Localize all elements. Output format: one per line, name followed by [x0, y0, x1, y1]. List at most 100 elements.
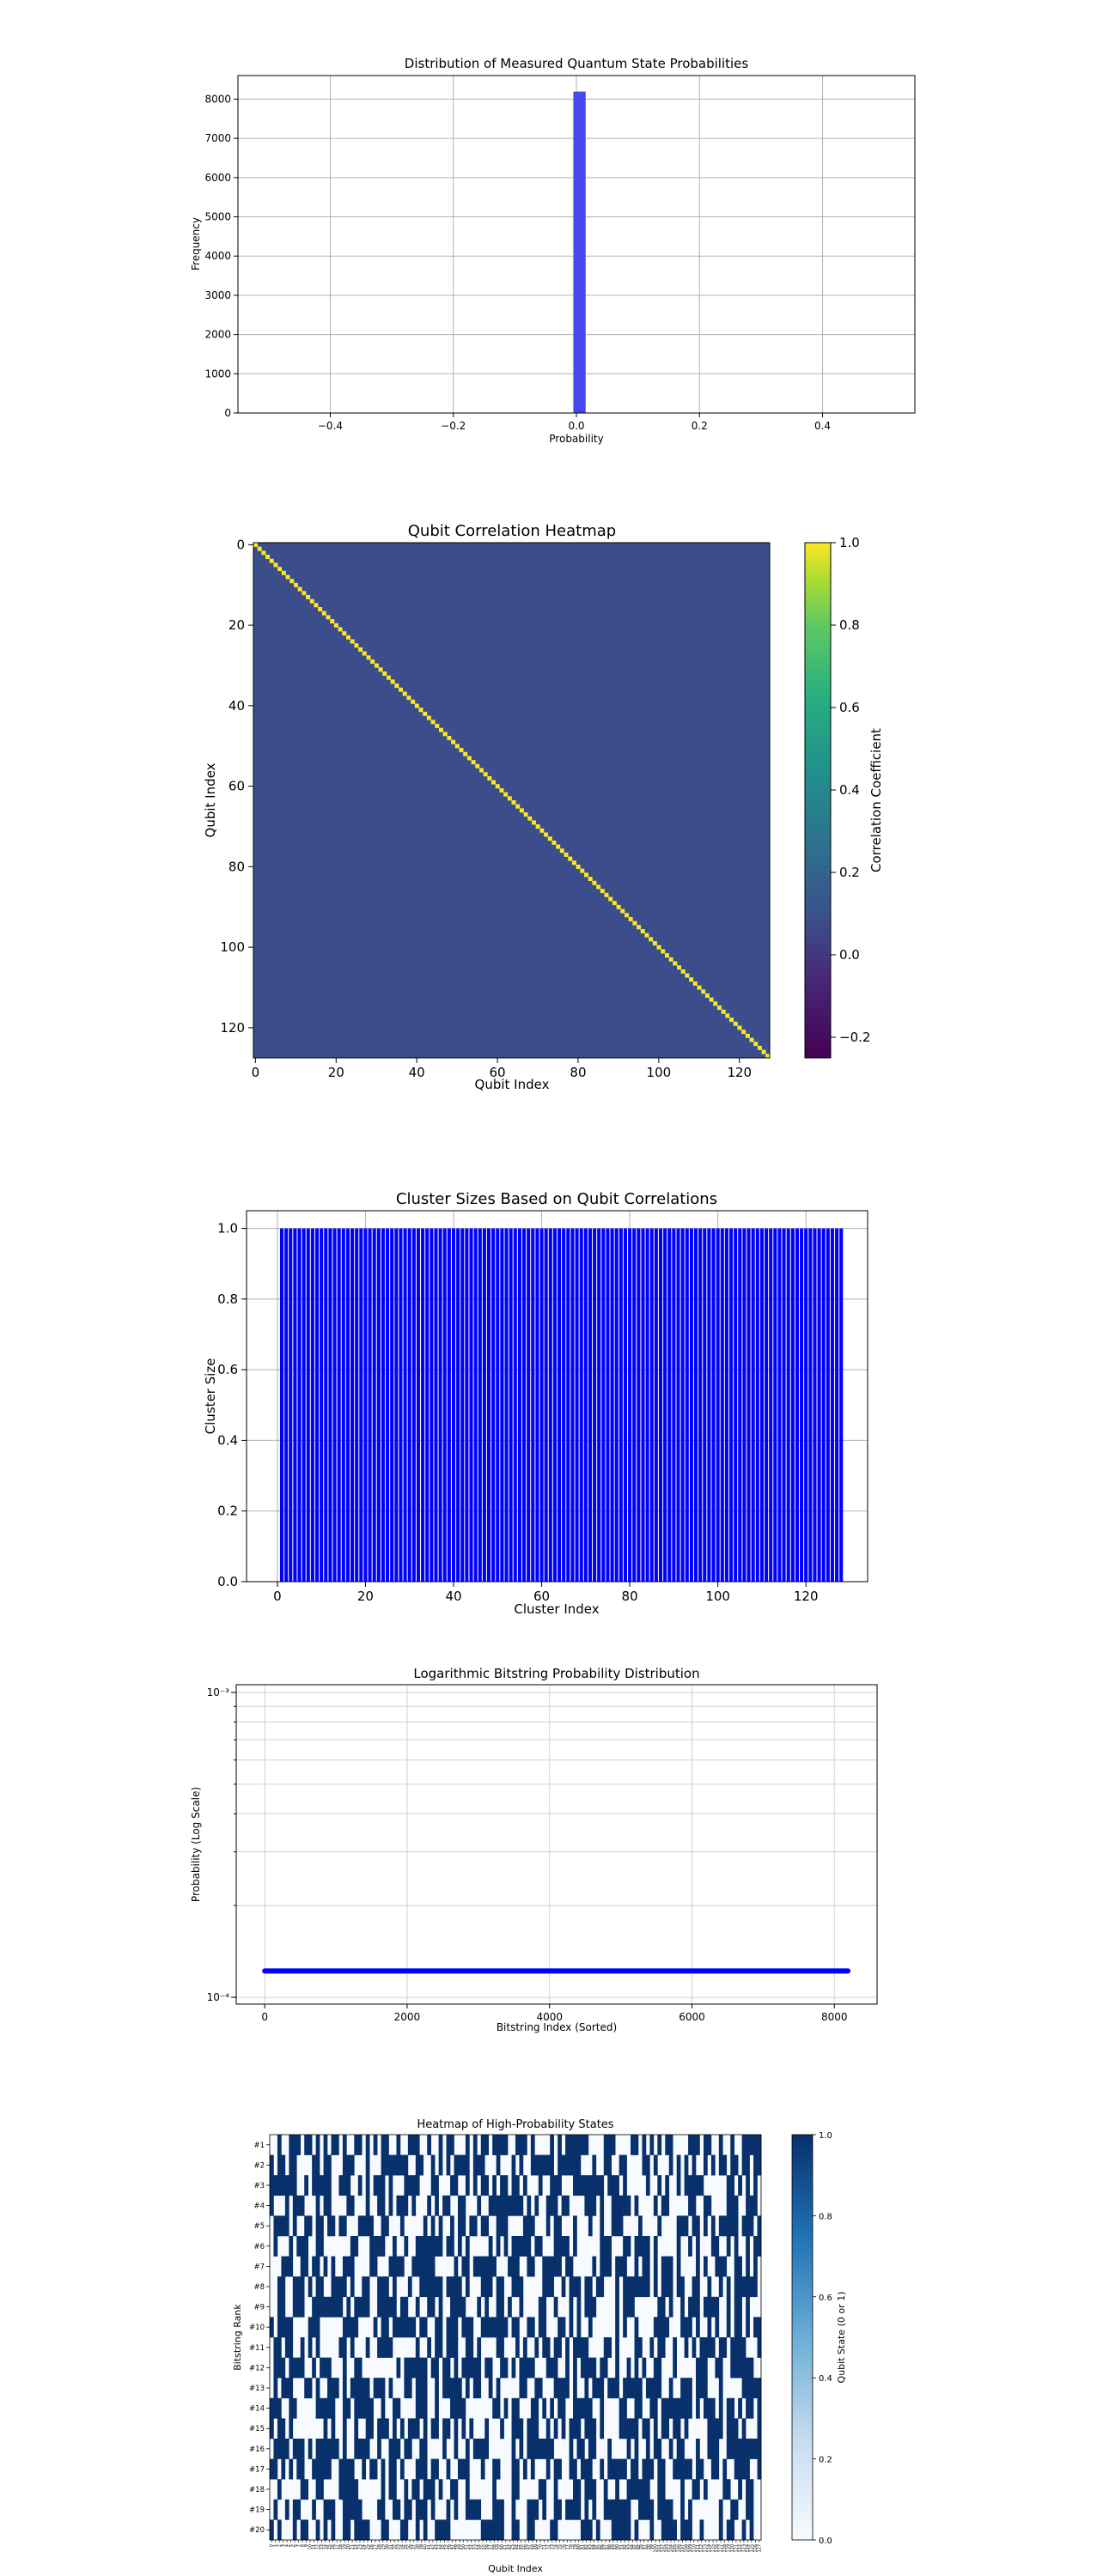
- state-cell: [619, 2397, 624, 2419]
- state-cell: [527, 2215, 532, 2237]
- chart5-x-tick-label: 105: [673, 2544, 678, 2553]
- state-cell: [500, 2519, 504, 2541]
- state-cell: [638, 2397, 643, 2419]
- state-cell: [538, 2479, 543, 2500]
- state-cell: [511, 2317, 516, 2338]
- cluster-bar: [390, 1228, 394, 1582]
- state-cell: [354, 2519, 359, 2541]
- state-cell: [631, 2479, 635, 2500]
- cluster-bar: [535, 1228, 539, 1582]
- state-cell: [377, 2236, 381, 2257]
- state-cell: [503, 2135, 509, 2155]
- chart5-x-tick-label: 85: [596, 2544, 601, 2549]
- state-cell: [427, 2296, 431, 2318]
- state-cell: [734, 2357, 739, 2379]
- state-cell: [696, 2175, 700, 2196]
- state-cell: [469, 2215, 474, 2237]
- state-cell: [419, 2439, 424, 2459]
- state-cell: [315, 2175, 320, 2196]
- state-cell: [530, 2317, 535, 2338]
- state-cell: [726, 2276, 731, 2298]
- state-cell: [592, 2256, 597, 2277]
- diagonal-cell: [442, 732, 448, 737]
- state-cell: [281, 2418, 286, 2439]
- state-cell: [480, 2439, 485, 2459]
- state-cell: [388, 2256, 393, 2277]
- state-cell: [550, 2397, 554, 2419]
- state-cell: [427, 2135, 431, 2155]
- cluster-bar: [637, 1228, 641, 1582]
- state-cell: [545, 2154, 551, 2176]
- state-cell: [746, 2296, 750, 2318]
- cluster-bar: [376, 1228, 381, 1582]
- state-cell: [270, 2519, 274, 2541]
- state-cell: [465, 2135, 470, 2155]
- chart5-x-tick-label: 51: [466, 2544, 471, 2549]
- state-cell: [558, 2256, 562, 2277]
- state-cell: [350, 2479, 355, 2500]
- state-cell: [584, 2357, 589, 2379]
- state-cell: [354, 2418, 359, 2439]
- state-cell: [500, 2215, 504, 2237]
- diagonal-cell: [499, 787, 504, 793]
- diagonal-cell: [507, 796, 512, 801]
- chart5-y-tick-label: #14: [249, 2405, 265, 2414]
- state-cell: [626, 2357, 631, 2379]
- state-cell: [270, 2317, 274, 2338]
- state-cell: [284, 2256, 289, 2277]
- state-cell: [461, 2256, 466, 2277]
- state-cell: [688, 2135, 692, 2155]
- state-cell: [699, 2519, 704, 2541]
- chart5-x-tick-label: 124: [746, 2544, 751, 2553]
- state-cell: [734, 2317, 739, 2338]
- state-cell: [545, 2439, 551, 2459]
- chart5-x-tick-label: 8: [300, 2544, 305, 2547]
- state-cell: [573, 2418, 577, 2439]
- state-cell: [665, 2175, 670, 2196]
- chart5-x-tick-label: 48: [454, 2544, 459, 2549]
- chart5-x-tick-label: 39: [419, 2544, 424, 2549]
- chart5-x-tick-label: 83: [588, 2544, 594, 2549]
- diagonal-cell: [447, 736, 452, 740]
- state-cell: [300, 2479, 305, 2500]
- state-cell: [454, 2357, 459, 2379]
- chart5-y-tick-label: #2: [253, 2161, 265, 2170]
- state-cell: [580, 2458, 585, 2480]
- state-cell: [320, 2357, 324, 2379]
- state-cell: [680, 2397, 685, 2419]
- state-cell: [649, 2397, 655, 2419]
- state-cell: [281, 2296, 286, 2318]
- state-cell: [645, 2175, 650, 2196]
- state-cell: [642, 2499, 647, 2520]
- state-cell: [442, 2195, 447, 2216]
- cluster-bar: [786, 1228, 790, 1582]
- state-cell: [465, 2357, 470, 2379]
- state-cell: [430, 2418, 436, 2439]
- state-cell: [331, 2439, 336, 2459]
- state-cell: [588, 2175, 593, 2196]
- chart5-x-tick-label: 123: [741, 2544, 747, 2553]
- cluster-bar: [372, 1228, 376, 1582]
- diagonal-cell: [640, 929, 645, 933]
- diagonal-cell: [406, 696, 411, 701]
- state-cell: [350, 2236, 355, 2257]
- state-cell: [488, 2519, 493, 2541]
- state-cell: [550, 2519, 554, 2541]
- state-cell: [273, 2236, 278, 2257]
- state-cell: [576, 2397, 582, 2419]
- cluster-bar: [500, 1228, 504, 1582]
- cluster-bar: [641, 1228, 645, 1582]
- chart5-x-tick-label: 14: [323, 2544, 328, 2549]
- state-cell: [472, 2499, 478, 2520]
- state-cell: [442, 2418, 447, 2439]
- state-cell: [480, 2317, 485, 2338]
- state-cell: [331, 2296, 336, 2318]
- state-cell: [308, 2317, 313, 2338]
- state-cell: [730, 2337, 735, 2358]
- state-cell: [746, 2378, 750, 2399]
- state-cell: [450, 2479, 454, 2500]
- state-cell: [415, 2378, 420, 2399]
- state-cell: [538, 2296, 543, 2318]
- state-cell: [688, 2317, 692, 2338]
- state-cell: [331, 2418, 336, 2439]
